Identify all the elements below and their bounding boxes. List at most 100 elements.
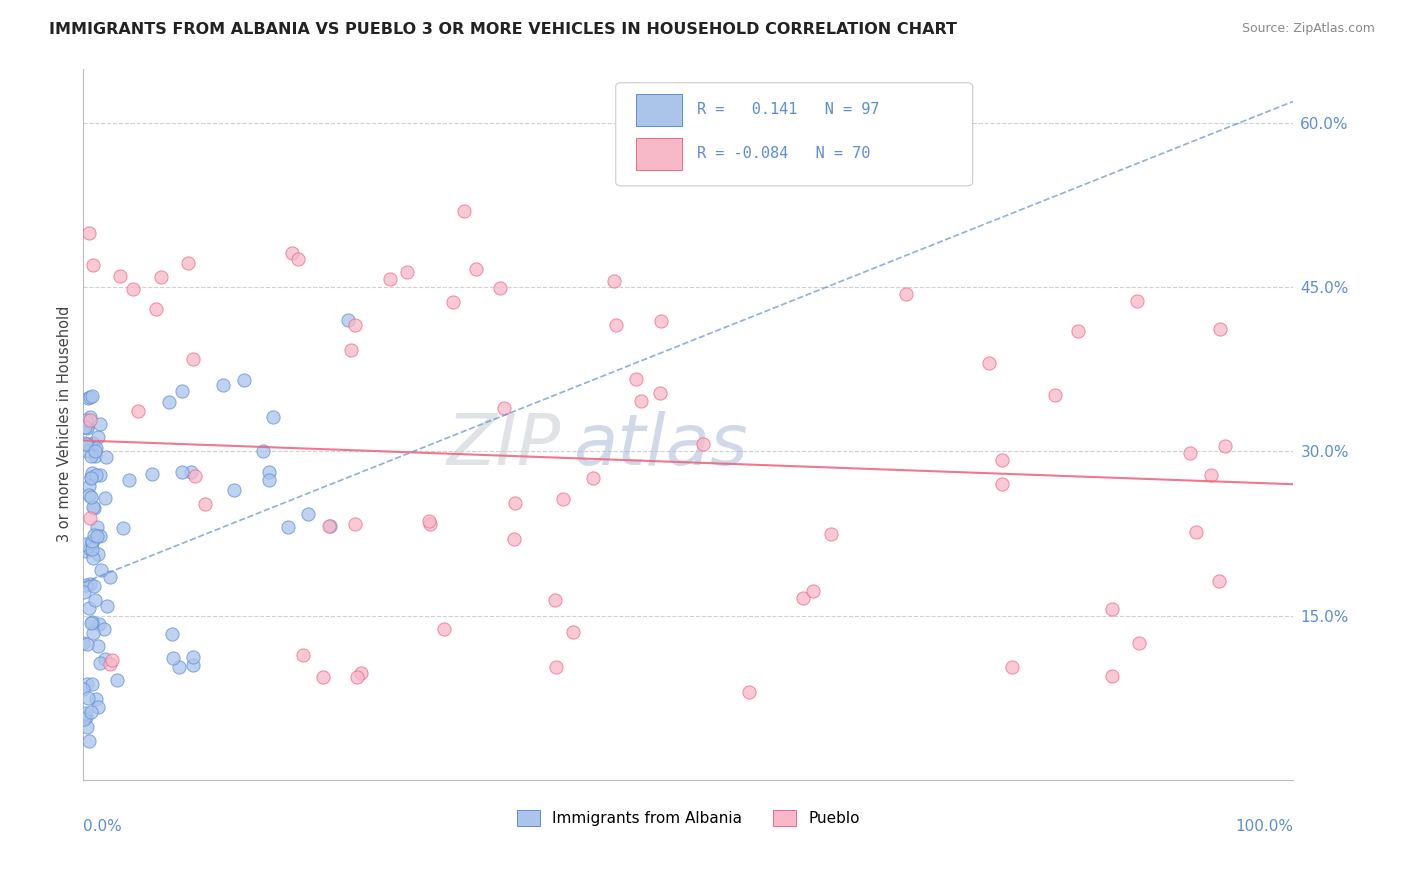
Point — [76, 720, 98, 734]
Point — [211, 378, 233, 392]
Point — [82, 541, 104, 556]
Point — [339, 343, 361, 357]
Point — [262, 409, 284, 424]
Point — [193, 497, 215, 511]
Point — [650, 386, 672, 401]
Point — [177, 255, 200, 269]
Point — [105, 673, 128, 687]
Point — [80, 449, 103, 463]
Point — [76, 443, 98, 458]
Bar — [637, 94, 682, 126]
Point — [108, 269, 131, 284]
Point — [502, 532, 524, 546]
Point — [181, 351, 204, 366]
Point — [546, 660, 568, 674]
Point — [79, 734, 101, 748]
Point — [1001, 659, 1024, 673]
Point — [89, 656, 111, 670]
Point — [418, 514, 440, 528]
Point — [89, 417, 111, 431]
Point — [76, 391, 98, 405]
Text: ZIP: ZIP — [447, 411, 561, 480]
Point — [1184, 525, 1206, 540]
Point — [1209, 322, 1232, 336]
Point — [79, 413, 101, 427]
Point — [79, 410, 101, 425]
Point — [83, 579, 105, 593]
Point — [465, 262, 488, 277]
Point — [80, 616, 103, 631]
Point — [344, 517, 367, 532]
Point — [259, 473, 281, 487]
Point — [291, 648, 314, 663]
Point — [76, 677, 98, 691]
Point — [96, 599, 118, 613]
Point — [75, 420, 97, 434]
Text: 0.0%: 0.0% — [83, 819, 122, 834]
Point — [561, 625, 583, 640]
Legend: Immigrants from Albania, Pueblo: Immigrants from Albania, Pueblo — [510, 805, 866, 832]
Point — [167, 659, 190, 673]
Point — [1208, 574, 1230, 588]
Text: R =   0.141   N = 97: R = 0.141 N = 97 — [697, 103, 879, 117]
Point — [184, 469, 207, 483]
Point — [80, 677, 103, 691]
Point — [101, 652, 124, 666]
Point — [79, 511, 101, 525]
Point — [75, 577, 97, 591]
Point — [281, 245, 304, 260]
Point — [1213, 439, 1236, 453]
Point — [87, 547, 110, 561]
Point — [141, 467, 163, 482]
Point — [87, 699, 110, 714]
Point — [76, 637, 98, 651]
Point — [93, 651, 115, 665]
Point — [145, 302, 167, 317]
Text: Source: ZipAtlas.com: Source: ZipAtlas.com — [1241, 22, 1375, 36]
Point — [75, 544, 97, 558]
Point — [792, 591, 814, 605]
Point — [80, 389, 103, 403]
Point — [692, 437, 714, 451]
Point — [73, 435, 96, 450]
Point — [89, 529, 111, 543]
Point — [96, 450, 118, 464]
Point — [180, 466, 202, 480]
Point — [433, 622, 456, 636]
Point — [337, 313, 360, 327]
Point — [582, 471, 605, 485]
Point — [76, 421, 98, 435]
Point — [149, 270, 172, 285]
Y-axis label: 3 or more Vehicles in Household: 3 or more Vehicles in Household — [58, 306, 72, 542]
Text: IMMIGRANTS FROM ALBANIA VS PUEBLO 3 OR MORE VEHICLES IN HOUSEHOLD CORRELATION CH: IMMIGRANTS FROM ALBANIA VS PUEBLO 3 OR M… — [49, 22, 957, 37]
Point — [100, 570, 122, 584]
Point — [990, 453, 1012, 467]
Point — [162, 651, 184, 665]
Point — [820, 527, 842, 541]
Point — [503, 495, 526, 509]
Point — [395, 264, 418, 278]
Point — [89, 617, 111, 632]
Point — [419, 516, 441, 531]
Point — [86, 519, 108, 533]
Point — [77, 601, 100, 615]
Point — [1128, 636, 1150, 650]
Point — [73, 536, 96, 550]
Point — [82, 535, 104, 549]
Point — [346, 670, 368, 684]
Text: R = -0.084   N = 70: R = -0.084 N = 70 — [697, 146, 870, 161]
Point — [127, 404, 149, 418]
Point — [98, 657, 121, 672]
Point — [75, 710, 97, 724]
Point — [605, 318, 627, 332]
Point — [87, 639, 110, 653]
Point — [122, 282, 145, 296]
Point — [82, 500, 104, 514]
Point — [82, 259, 104, 273]
Point — [89, 468, 111, 483]
Point — [118, 473, 141, 487]
Bar — [637, 138, 682, 169]
Point — [1067, 324, 1090, 338]
Point — [75, 437, 97, 451]
Point — [181, 657, 204, 672]
